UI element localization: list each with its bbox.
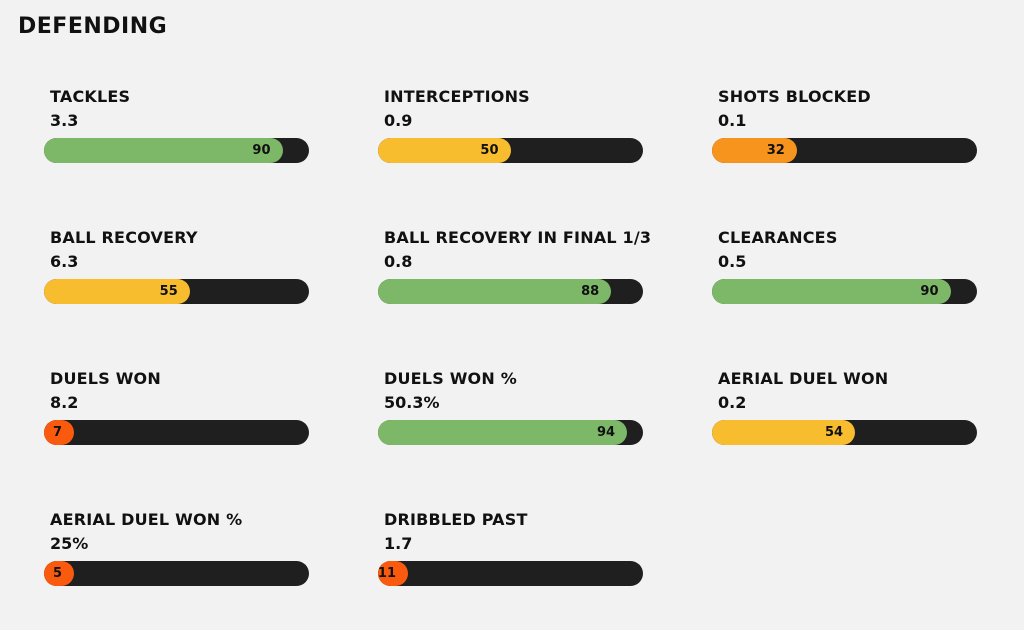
percentile-bar-track: 7 <box>44 420 309 445</box>
percentile-label: 50 <box>480 143 499 158</box>
stat-value: 8.2 <box>50 393 79 412</box>
percentile-bar-track: 88 <box>378 279 643 304</box>
percentile-bar-fill: 7 <box>44 420 74 445</box>
percentile-bar-track: 11 <box>378 561 643 586</box>
stat-value: 0.8 <box>384 252 413 271</box>
percentile-bar-track: 90 <box>712 279 977 304</box>
stat-label: BALL RECOVERY IN FINAL 1/3 <box>384 228 652 247</box>
percentile-bar-track: 94 <box>378 420 643 445</box>
percentile-bar-fill: 54 <box>712 420 856 445</box>
stat-card: AERIAL DUEL WON 0.2 54 <box>712 367 977 445</box>
percentile-label: 88 <box>581 284 600 299</box>
stat-value: 0.9 <box>384 111 413 130</box>
percentile-bar-track: 5 <box>44 561 309 586</box>
stat-label: CLEARANCES <box>718 228 838 247</box>
percentile-bar-track: 50 <box>378 138 643 163</box>
percentile-label: 55 <box>159 284 178 299</box>
percentile-bar-fill: 88 <box>378 279 612 304</box>
percentile-bar-fill: 90 <box>712 279 951 304</box>
percentile-bar-track: 32 <box>712 138 977 163</box>
percentile-label: 5 <box>52 566 62 581</box>
stat-card: CLEARANCES 0.5 90 <box>712 226 977 304</box>
stat-card: BALL RECOVERY IN FINAL 1/3 0.8 88 <box>378 226 652 304</box>
percentile-label: 54 <box>825 425 844 440</box>
percentile-bar-track: 54 <box>712 420 977 445</box>
stat-card: BALL RECOVERY 6.3 55 <box>44 226 309 304</box>
percentile-bar-track: 90 <box>44 138 309 163</box>
stat-label: BALL RECOVERY <box>50 228 198 247</box>
stat-value: 50.3% <box>384 393 440 412</box>
percentile-label: 90 <box>252 143 271 158</box>
percentile-label: 7 <box>52 425 62 440</box>
stat-value: 3.3 <box>50 111 79 130</box>
stat-label: AERIAL DUEL WON <box>718 369 889 388</box>
percentile-bar-track: 55 <box>44 279 309 304</box>
stat-value: 25% <box>50 534 89 553</box>
stat-label: TACKLES <box>50 87 131 106</box>
stat-card: DUELS WON % 50.3% 94 <box>378 367 643 445</box>
stat-label: DRIBBLED PAST <box>384 510 528 529</box>
percentile-bar-fill: 5 <box>44 561 74 586</box>
stat-value: 0.1 <box>718 111 747 130</box>
percentile-label: 11 <box>377 566 396 581</box>
stat-card: DUELS WON 8.2 7 <box>44 367 309 445</box>
percentile-label: 32 <box>766 143 785 158</box>
stat-card: SHOTS BLOCKED 0.1 32 <box>712 85 977 163</box>
percentile-bar-fill: 32 <box>712 138 797 163</box>
stat-card: TACKLES 3.3 90 <box>44 85 309 163</box>
percentile-bar-fill: 11 <box>378 561 408 586</box>
percentile-bar-fill: 50 <box>378 138 511 163</box>
percentile-label: 90 <box>920 284 939 299</box>
stat-label: DUELS WON <box>50 369 161 388</box>
stats-grid: TACKLES 3.3 90 INTERCEPTIONS 0.9 50 SHOT… <box>44 85 1024 586</box>
percentile-bar-fill: 90 <box>44 138 283 163</box>
stat-value: 6.3 <box>50 252 79 271</box>
stat-label: DUELS WON % <box>384 369 517 388</box>
stat-value: 1.7 <box>384 534 413 553</box>
stat-label: INTERCEPTIONS <box>384 87 530 106</box>
stat-card: DRIBBLED PAST 1.7 11 <box>378 508 643 586</box>
stat-value: 0.2 <box>718 393 747 412</box>
stat-card: INTERCEPTIONS 0.9 50 <box>378 85 643 163</box>
percentile-bar-fill: 55 <box>44 279 190 304</box>
stat-label: AERIAL DUEL WON % <box>50 510 243 529</box>
stat-value: 0.5 <box>718 252 747 271</box>
percentile-bar-fill: 94 <box>378 420 628 445</box>
page-title: DEFENDING <box>18 14 168 39</box>
stat-label: SHOTS BLOCKED <box>718 87 871 106</box>
percentile-label: 94 <box>597 425 616 440</box>
stat-card: AERIAL DUEL WON % 25% 5 <box>44 508 309 586</box>
